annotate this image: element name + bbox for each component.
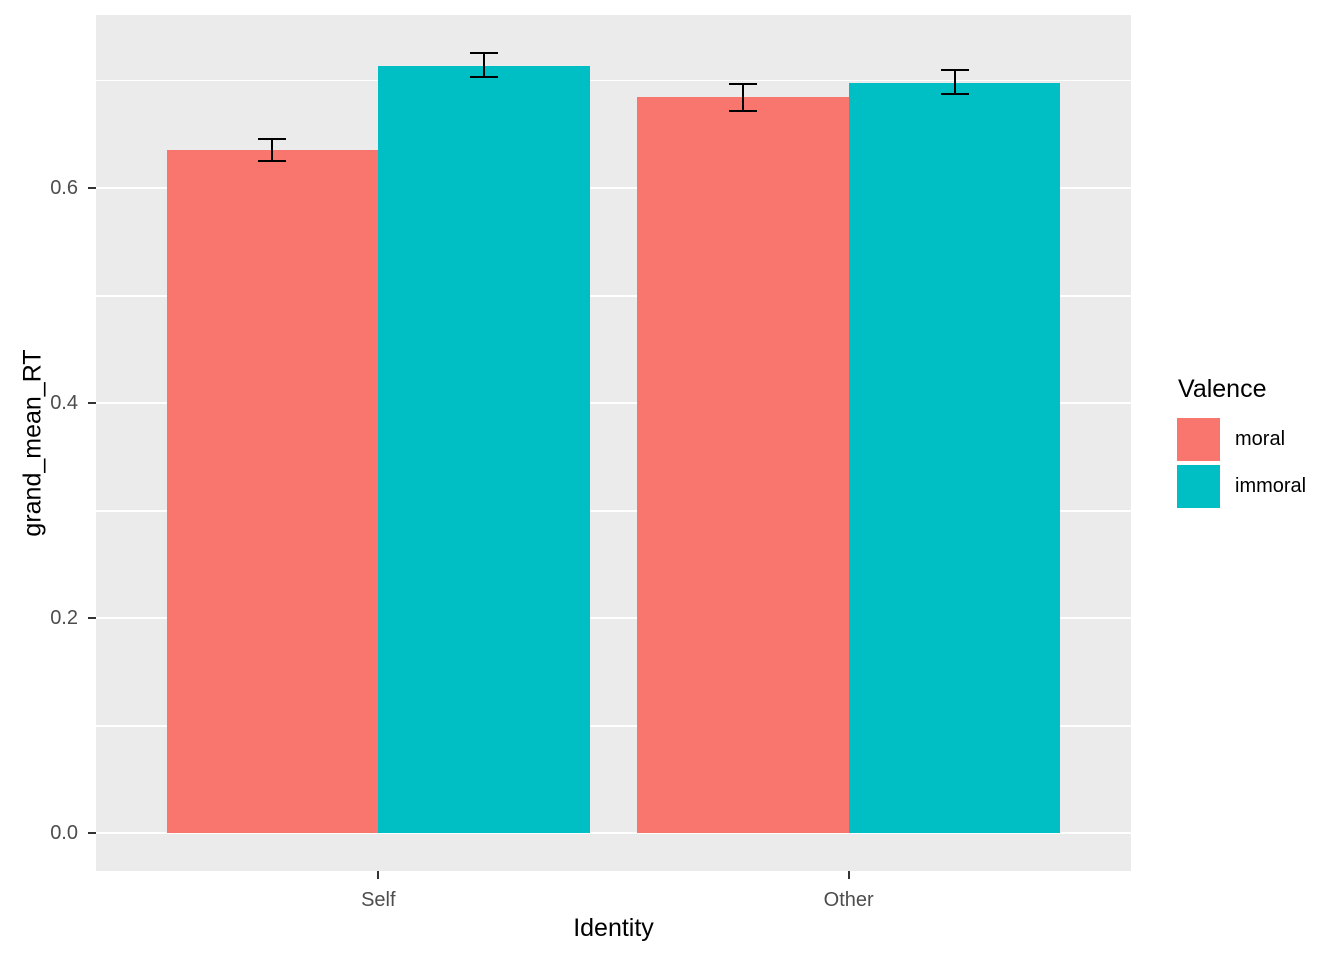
error-bar-other-moral-line [741,83,744,111]
bar-other-moral [637,96,849,834]
moral-swatch [1177,418,1220,461]
error-bar-other-moral-cap-bottom [728,109,757,112]
gridline-minor [96,510,1131,512]
legend: Valence moral immoral [1177,375,1306,512]
gridline-major [96,402,1131,405]
y-tick-label: 0.6 [50,177,78,200]
x-axis-title: Identity [573,914,654,942]
error-bar-self-immoral-line [483,52,486,78]
error-bar-other-immoral-cap-top [940,68,969,71]
x-tick-mark [377,871,380,879]
plot-panel: 0.0 0.2 0.4 0.6 Self Other [50,15,1131,911]
legend-key-moral: moral [1177,418,1306,461]
immoral-swatch [1177,465,1220,508]
legend-label: moral [1235,428,1286,450]
error-bar-other-immoral-line [953,69,956,94]
x-tick-label: Self [361,889,396,911]
y-tick-mark [88,832,96,835]
y-tick-mark [88,617,96,620]
legend-keys: moral immoral [1177,418,1306,508]
error-bar-self-moral-line [271,138,274,162]
error-bar-other-moral-cap-top [728,82,757,85]
error-bar-self-immoral-cap-top [470,51,499,54]
bar-other-immoral [848,82,1061,834]
y-tick-label: 0.4 [50,392,78,415]
gridline-major [96,187,1131,190]
error-bar-other-immoral-cap-bottom [940,92,969,95]
error-bar-self-immoral-cap-bottom [470,76,499,79]
legend-key-immoral: immoral [1177,465,1306,508]
gridline-minor [96,295,1131,297]
error-bar-self-moral-cap-bottom [258,160,287,163]
bar-self-immoral [378,65,590,834]
y-tick-mark [88,402,96,405]
gridline-minor [96,725,1131,727]
error-bar-self-moral-cap-top [258,137,287,140]
y-tick-label: 0.0 [50,822,78,845]
legend-label: immoral [1235,475,1307,497]
x-tick-mark [847,871,850,879]
y-axis-title: grand_mean_RT [18,349,47,537]
y-tick-mark [88,187,96,190]
gridline-major [96,617,1131,620]
x-tick-label: Other [823,889,874,911]
gridline-major [96,832,1131,835]
bar-self-moral [166,149,379,834]
legend-title: Valence [1178,375,1267,403]
gridline-minor [96,79,1131,82]
y-tick-label: 0.2 [50,607,78,630]
